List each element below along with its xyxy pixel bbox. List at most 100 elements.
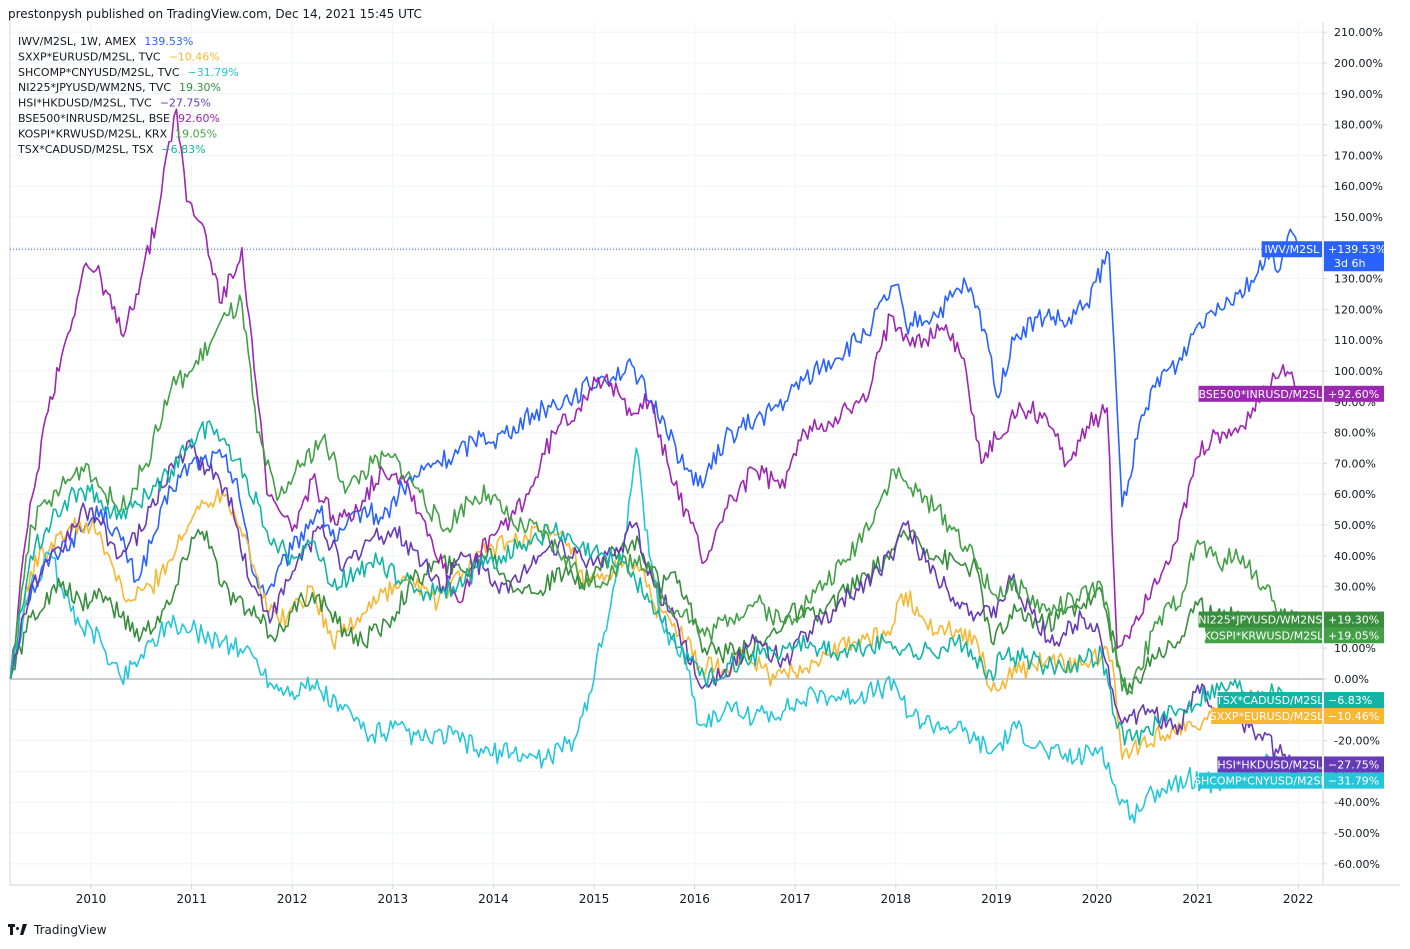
series-value-tag-bg bbox=[1324, 707, 1384, 724]
series-name-tag-bg bbox=[1217, 756, 1322, 773]
legend-series-name: NI225*JPYUSD/WM2NS, TVC bbox=[18, 81, 171, 94]
x-tick-label: 2013 bbox=[378, 892, 409, 906]
y-tick-label: 0.00% bbox=[1334, 673, 1369, 686]
y-tick-label: 200.00% bbox=[1334, 57, 1383, 70]
series-name-tag-bg bbox=[1211, 707, 1322, 724]
series-name-tag: KOSPI*KRWUSD/M2SL bbox=[1204, 629, 1325, 642]
y-tick-label: 80.00% bbox=[1334, 427, 1376, 440]
series-value-tag-bg bbox=[1324, 611, 1384, 628]
y-tick-label: -50.00% bbox=[1334, 827, 1380, 840]
series-value-tag-bg bbox=[1324, 627, 1384, 644]
y-tick-label: 60.00% bbox=[1334, 488, 1376, 501]
price-axis-labels: IWV/M2SL +139.53%3d 6h SXXP*EURUSD/M2SL −10… bbox=[1194, 241, 1386, 789]
y-tick-label: 180.00% bbox=[1334, 119, 1383, 132]
legend-series-value: −31.79% bbox=[188, 66, 239, 79]
series-value-tag: −27.75% bbox=[1328, 758, 1379, 771]
series-name-tag-bg bbox=[1204, 627, 1322, 644]
legend-item: BSE500*INRUSD/M2SL, BSE 92.60% bbox=[18, 112, 220, 125]
y-tick-label: 110.00% bbox=[1334, 334, 1383, 347]
series-name-tag-bg bbox=[1261, 241, 1322, 258]
series-value-tag-bg bbox=[1324, 241, 1384, 272]
series-name-tag: NI225*JPYUSD/WM2NS bbox=[1198, 614, 1322, 627]
y-tick-label: 150.00% bbox=[1334, 211, 1383, 224]
series-line-7 bbox=[9, 420, 1299, 746]
series-value-tag-bg bbox=[1324, 772, 1384, 789]
series-line-6 bbox=[9, 294, 1299, 696]
series-name-tag-bg bbox=[1198, 772, 1322, 789]
series-value-tag: −10.46% bbox=[1328, 710, 1379, 723]
legend-series-value: 139.53% bbox=[144, 35, 193, 48]
series-name-tag: HSI*HKDUSD/M2SL bbox=[1217, 758, 1323, 771]
series-line-5 bbox=[9, 108, 1299, 680]
y-tick-label: 50.00% bbox=[1334, 519, 1376, 532]
y-tick-label: 130.00% bbox=[1334, 273, 1383, 286]
x-tick-label: 2014 bbox=[478, 892, 509, 906]
price-axis[interactable]: 210.00% 200.00% 190.00% 180.00% 170.00% 160.0… bbox=[1323, 26, 1383, 871]
footer-brand: TradingView bbox=[34, 923, 107, 937]
x-tick-label: 2022 bbox=[1283, 892, 1314, 906]
legend-series-value: 19.05% bbox=[175, 127, 217, 140]
series-name-tag: SXXP*EURUSD/M2SL bbox=[1210, 710, 1325, 723]
x-tick-label: 2018 bbox=[881, 892, 912, 906]
time-axis[interactable]: 2010 2011 2012 2013 2014 2015 2016 2017 2018 2019… bbox=[76, 885, 1314, 906]
footer[interactable]: TradingView bbox=[8, 923, 107, 937]
legend-series-name: SXXP*EURUSD/M2SL, TVC bbox=[18, 50, 161, 63]
legend-series-name: IWV/M2SL, 1W, AMEX bbox=[18, 35, 137, 48]
series-name-tag-bg bbox=[1198, 385, 1322, 402]
y-tick-label: -60.00% bbox=[1334, 858, 1380, 871]
legend-item: KOSPI*KRWUSD/M2SL, KRX 19.05% bbox=[18, 127, 217, 140]
legend-item: HSI*HKDUSD/M2SL, TVC −27.75% bbox=[18, 97, 211, 110]
y-tick-label: 120.00% bbox=[1334, 303, 1383, 316]
tradingview-logo-icon bbox=[8, 924, 28, 936]
series-name-tag-bg bbox=[1217, 692, 1322, 709]
y-tick-label: 170.00% bbox=[1334, 149, 1383, 162]
x-tick-label: 2021 bbox=[1182, 892, 1213, 906]
legend-series-value: 92.60% bbox=[178, 112, 220, 125]
y-tick-label: 210.00% bbox=[1334, 26, 1383, 39]
series-line-0 bbox=[9, 228, 1299, 680]
legend-item: SXXP*EURUSD/M2SL, TVC −10.46% bbox=[18, 50, 220, 63]
series-value-tag: −6.83% bbox=[1328, 694, 1372, 707]
series-line-1 bbox=[9, 488, 1299, 760]
legend-series-value: −10.46% bbox=[169, 50, 220, 63]
series-line-3 bbox=[9, 528, 1299, 696]
series-value-tag-bg bbox=[1324, 756, 1384, 773]
series-lines bbox=[9, 108, 1299, 824]
x-tick-label: 2019 bbox=[981, 892, 1012, 906]
y-tick-label: 190.00% bbox=[1334, 88, 1383, 101]
publisher-header: prestonpysh published on TradingView.com… bbox=[8, 7, 422, 21]
y-tick-label: -20.00% bbox=[1334, 735, 1380, 748]
legend-item: TSX*CADUSD/M2SL, TSX −6.83% bbox=[17, 143, 206, 156]
series-value-tag-bg bbox=[1324, 385, 1384, 402]
x-tick-label: 2015 bbox=[579, 892, 610, 906]
y-tick-label: 100.00% bbox=[1334, 365, 1383, 378]
x-tick-label: 2011 bbox=[176, 892, 207, 906]
series-value-tag: +19.05% bbox=[1328, 629, 1379, 642]
y-tick-label: 160.00% bbox=[1334, 180, 1383, 193]
legend-series-name: KOSPI*KRWUSD/M2SL, KRX bbox=[18, 127, 168, 140]
series-line-4 bbox=[9, 439, 1299, 775]
series-name-tag: IWV/M2SL bbox=[1264, 243, 1320, 256]
legend-series-value: −27.75% bbox=[160, 97, 211, 110]
series-value-tag: −31.79% bbox=[1328, 775, 1379, 788]
x-tick-label: 2012 bbox=[277, 892, 308, 906]
legend-item: IWV/M2SL, 1W, AMEX 139.53% bbox=[18, 35, 193, 48]
y-tick-label: 30.00% bbox=[1334, 581, 1376, 594]
legend-series-name: BSE500*INRUSD/M2SL, BSE bbox=[18, 112, 170, 125]
series-name-tag: TSX*CADUSD/M2SL bbox=[1215, 694, 1324, 707]
bar-countdown: 3d 6h bbox=[1334, 257, 1365, 270]
x-tick-label: 2010 bbox=[76, 892, 107, 906]
y-tick-label: 40.00% bbox=[1334, 550, 1376, 563]
legend: IWV/M2SL, 1W, AMEX 139.53% SXXP*EURUSD/M2S… bbox=[17, 35, 239, 156]
y-tick-label: 10.00% bbox=[1334, 642, 1376, 655]
series-value-tag-bg bbox=[1324, 692, 1384, 709]
x-tick-label: 2017 bbox=[780, 892, 811, 906]
y-tick-label: 70.00% bbox=[1334, 457, 1376, 470]
legend-item: SHCOMP*CNYUSD/M2SL, TVC −31.79% bbox=[18, 66, 239, 79]
series-name-tag: BSE500*INRUSD/M2SL bbox=[1198, 388, 1323, 401]
legend-series-value: −6.83% bbox=[161, 143, 205, 156]
series-value-tag: +92.60% bbox=[1328, 388, 1379, 401]
legend-item: NI225*JPYUSD/WM2NS, TVC 19.30% bbox=[18, 81, 221, 94]
series-value-tag: +19.30% bbox=[1328, 614, 1379, 627]
